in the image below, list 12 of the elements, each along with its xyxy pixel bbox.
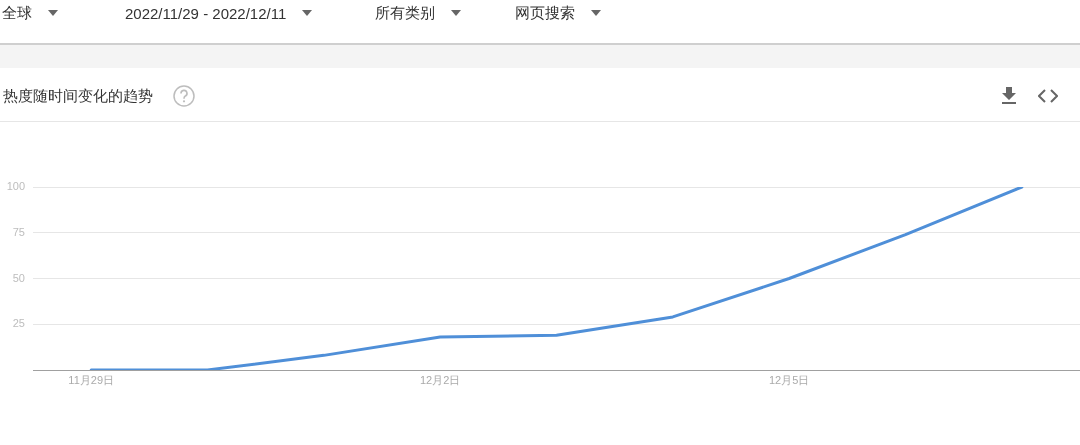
y-tick-label: 100 [6, 180, 25, 193]
x-tick-label: 11月29日 [68, 373, 114, 386]
x-tick-label: 12月5日 [768, 373, 810, 386]
text: 全球 [2, 3, 32, 23]
y-tick-label: 25 [12, 317, 25, 330]
text: 所有类别 [375, 3, 435, 23]
text: 2022/11/29 - 2022/12/11 [125, 4, 287, 22]
y-tick-label: 50 [12, 271, 25, 284]
chart-title: 热度随时间变化的趋势 [3, 86, 153, 106]
y-tick-label: 75 [12, 225, 25, 238]
x-tick-label: 12月2日 [419, 373, 461, 386]
text: 网页搜索 [515, 3, 575, 23]
